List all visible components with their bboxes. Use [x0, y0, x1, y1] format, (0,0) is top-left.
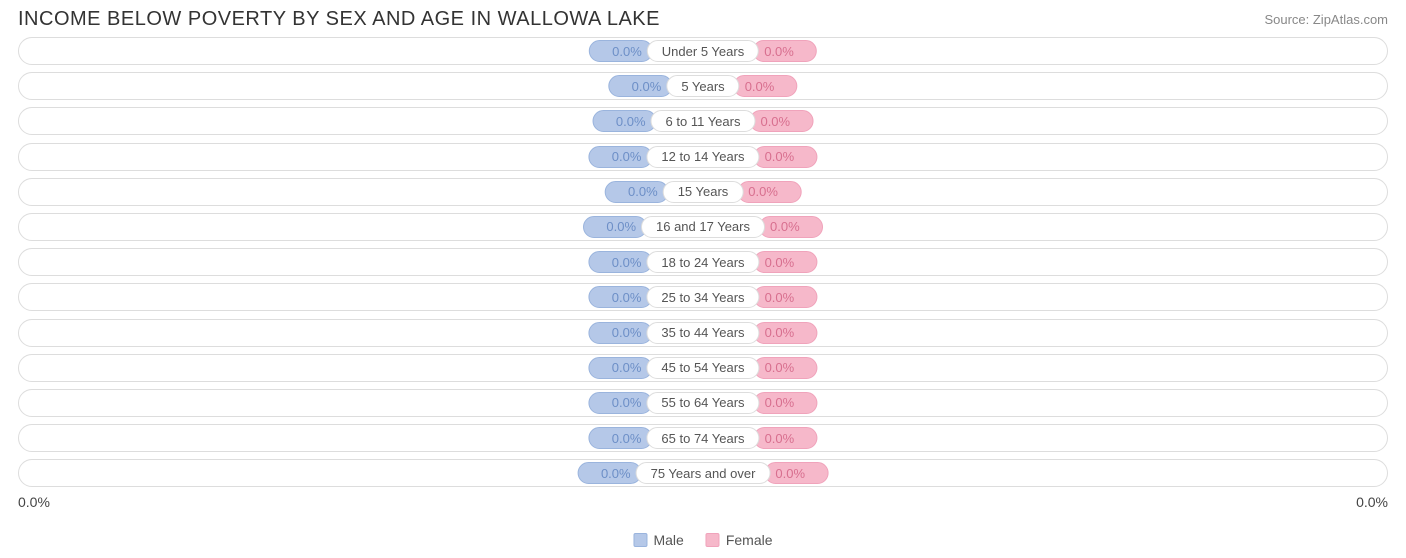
chart-source: Source: ZipAtlas.com — [1264, 12, 1388, 27]
chart-row: 0.0%6 to 11 Years0.0% — [18, 107, 1388, 135]
female-value-pill: 0.0% — [753, 40, 817, 62]
x-axis: 0.0% 0.0% — [0, 494, 1406, 510]
category-label-pill: 15 Years — [663, 181, 744, 203]
male-value-pill: 0.0% — [588, 427, 652, 449]
female-value-pill: 0.0% — [737, 181, 801, 203]
axis-left-label: 0.0% — [18, 494, 50, 510]
legend-item: Male — [633, 532, 683, 548]
row-center-group: 0.0%65 to 74 Years0.0% — [588, 427, 817, 449]
chart-row: 0.0%55 to 64 Years0.0% — [18, 389, 1388, 417]
male-value-pill: 0.0% — [588, 322, 652, 344]
category-label-pill: 45 to 54 Years — [646, 357, 759, 379]
chart-header: INCOME BELOW POVERTY BY SEX AND AGE IN W… — [0, 0, 1406, 37]
chart-row: 0.0%18 to 24 Years0.0% — [18, 248, 1388, 276]
chart-row: 0.0%35 to 44 Years0.0% — [18, 319, 1388, 347]
category-label-pill: Under 5 Years — [647, 40, 759, 62]
female-value-pill: 0.0% — [754, 146, 818, 168]
row-center-group: 0.0%15 Years0.0% — [605, 181, 802, 203]
male-value-pill: 0.0% — [578, 462, 642, 484]
chart-row: 0.0%75 Years and over0.0% — [18, 459, 1388, 487]
chart-row: 0.0%25 to 34 Years0.0% — [18, 283, 1388, 311]
male-value-pill: 0.0% — [608, 75, 672, 97]
category-label-pill: 5 Years — [666, 75, 739, 97]
category-label-pill: 65 to 74 Years — [646, 427, 759, 449]
female-value-pill: 0.0% — [759, 216, 823, 238]
category-label-pill: 75 Years and over — [636, 462, 771, 484]
female-value-pill: 0.0% — [754, 392, 818, 414]
chart-row: 0.0%Under 5 Years0.0% — [18, 37, 1388, 65]
legend-label: Male — [653, 532, 683, 548]
row-center-group: 0.0%18 to 24 Years0.0% — [588, 251, 817, 273]
female-value-pill: 0.0% — [754, 357, 818, 379]
row-center-group: 0.0%12 to 14 Years0.0% — [588, 146, 817, 168]
male-value-pill: 0.0% — [589, 40, 653, 62]
category-label-pill: 6 to 11 Years — [651, 110, 756, 132]
chart-area: 0.0%Under 5 Years0.0%0.0%5 Years0.0%0.0%… — [0, 37, 1406, 487]
chart-row: 0.0%15 Years0.0% — [18, 178, 1388, 206]
legend-label: Female — [726, 532, 773, 548]
row-center-group: 0.0%45 to 54 Years0.0% — [588, 357, 817, 379]
female-value-pill: 0.0% — [749, 110, 813, 132]
female-value-pill: 0.0% — [754, 322, 818, 344]
chart-row: 0.0%65 to 74 Years0.0% — [18, 424, 1388, 452]
male-value-pill: 0.0% — [593, 110, 657, 132]
category-label-pill: 18 to 24 Years — [646, 251, 759, 273]
row-center-group: 0.0%25 to 34 Years0.0% — [588, 286, 817, 308]
category-label-pill: 55 to 64 Years — [646, 392, 759, 414]
legend-swatch-icon — [633, 533, 647, 547]
female-value-pill: 0.0% — [734, 75, 798, 97]
male-value-pill: 0.0% — [588, 392, 652, 414]
row-center-group: 0.0%35 to 44 Years0.0% — [588, 322, 817, 344]
chart-row: 0.0%12 to 14 Years0.0% — [18, 143, 1388, 171]
female-value-pill: 0.0% — [754, 286, 818, 308]
male-value-pill: 0.0% — [588, 357, 652, 379]
male-value-pill: 0.0% — [588, 146, 652, 168]
category-label-pill: 35 to 44 Years — [646, 322, 759, 344]
row-center-group: 0.0%6 to 11 Years0.0% — [593, 110, 814, 132]
row-center-group: 0.0%5 Years0.0% — [608, 75, 797, 97]
row-center-group: 0.0%16 and 17 Years0.0% — [583, 216, 823, 238]
female-value-pill: 0.0% — [764, 462, 828, 484]
chart-row: 0.0%16 and 17 Years0.0% — [18, 213, 1388, 241]
chart-row: 0.0%45 to 54 Years0.0% — [18, 354, 1388, 382]
row-center-group: 0.0%Under 5 Years0.0% — [589, 40, 817, 62]
category-label-pill: 25 to 34 Years — [646, 286, 759, 308]
row-center-group: 0.0%75 Years and over0.0% — [578, 462, 829, 484]
male-value-pill: 0.0% — [605, 181, 669, 203]
female-value-pill: 0.0% — [754, 251, 818, 273]
male-value-pill: 0.0% — [583, 216, 647, 238]
legend: Male Female — [633, 532, 772, 548]
female-value-pill: 0.0% — [754, 427, 818, 449]
axis-right-label: 0.0% — [1356, 494, 1388, 510]
chart-title: INCOME BELOW POVERTY BY SEX AND AGE IN W… — [18, 8, 660, 31]
chart-row: 0.0%5 Years0.0% — [18, 72, 1388, 100]
row-center-group: 0.0%55 to 64 Years0.0% — [588, 392, 817, 414]
legend-item: Female — [706, 532, 773, 548]
category-label-pill: 12 to 14 Years — [646, 146, 759, 168]
category-label-pill: 16 and 17 Years — [641, 216, 765, 238]
male-value-pill: 0.0% — [588, 251, 652, 273]
legend-swatch-icon — [706, 533, 720, 547]
male-value-pill: 0.0% — [588, 286, 652, 308]
